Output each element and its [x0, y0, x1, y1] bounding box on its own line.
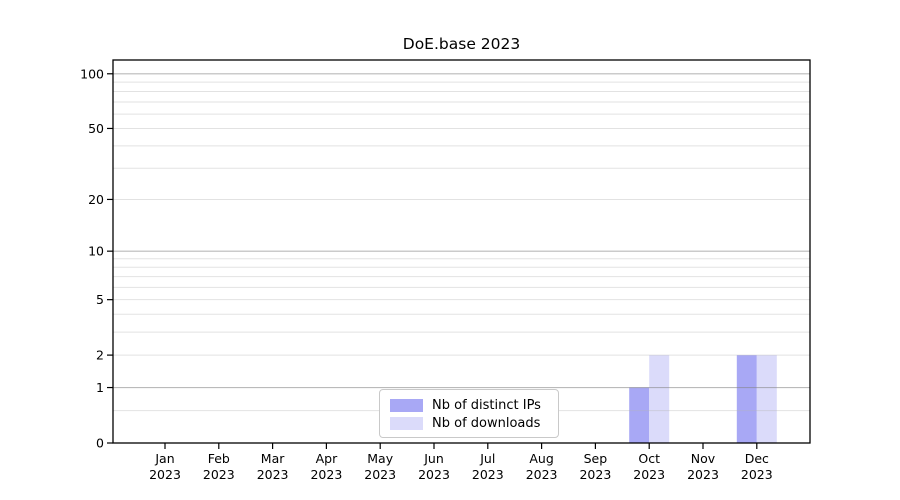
- x-tick-label-year: 2023: [472, 467, 504, 482]
- legend-item-downloads: Nb of downloads: [390, 415, 548, 431]
- x-tick-label-year: 2023: [418, 467, 450, 482]
- x-tick-label-year: 2023: [687, 467, 719, 482]
- x-tick-label-year: 2023: [364, 467, 396, 482]
- x-tick-label-month: Jul: [479, 451, 495, 466]
- x-tick-label-year: 2023: [526, 467, 558, 482]
- legend-swatch-downloads: [390, 416, 423, 430]
- x-tick-label-year: 2023: [203, 467, 235, 482]
- bar-dec-series1: [756, 355, 777, 443]
- x-tick-label-month: May: [367, 451, 393, 466]
- x-tick-label-year: 2023: [633, 467, 665, 482]
- x-tick-label-month: Jun: [423, 451, 444, 466]
- x-tick-label-month: Oct: [638, 451, 660, 466]
- y-tick-label: 1: [96, 380, 104, 395]
- legend-item-distinct-ips: Nb of distinct IPs: [390, 397, 548, 413]
- x-tick-label-month: Mar: [261, 451, 285, 466]
- x-tick-label-year: 2023: [579, 467, 611, 482]
- y-tick-label: 100: [80, 66, 104, 81]
- x-tick-label-month: Feb: [208, 451, 230, 466]
- legend-swatch-distinct-ips: [390, 398, 423, 412]
- bar-dec-series0: [736, 355, 757, 443]
- x-tick-label-month: Sep: [584, 451, 608, 466]
- x-tick-label-month: Dec: [745, 451, 769, 466]
- legend: Nb of distinct IPs Nb of downloads: [379, 389, 559, 438]
- x-tick-label-month: Nov: [691, 451, 716, 466]
- y-tick-label: 10: [88, 244, 104, 259]
- x-tick-label-year: 2023: [310, 467, 342, 482]
- x-tick-label-month: Jan: [154, 451, 174, 466]
- chart-title: DoE.base 2023: [402, 35, 521, 53]
- y-tick-label: 2: [96, 348, 104, 363]
- y-tick-label: 50: [88, 121, 104, 136]
- legend-label-distinct-ips: Nb of distinct IPs: [432, 397, 541, 413]
- bar-oct-series0: [629, 387, 650, 443]
- x-tick-label-month: Apr: [316, 451, 338, 466]
- x-tick-label-month: Aug: [529, 451, 553, 466]
- y-tick-label: 20: [88, 192, 104, 207]
- x-tick-label-year: 2023: [149, 467, 181, 482]
- y-tick-label: 0: [96, 436, 104, 451]
- bar-oct-series1: [649, 355, 670, 443]
- legend-label-downloads: Nb of downloads: [432, 415, 541, 431]
- x-tick-label-year: 2023: [257, 467, 289, 482]
- x-tick-label-year: 2023: [741, 467, 773, 482]
- y-tick-label: 5: [96, 292, 104, 307]
